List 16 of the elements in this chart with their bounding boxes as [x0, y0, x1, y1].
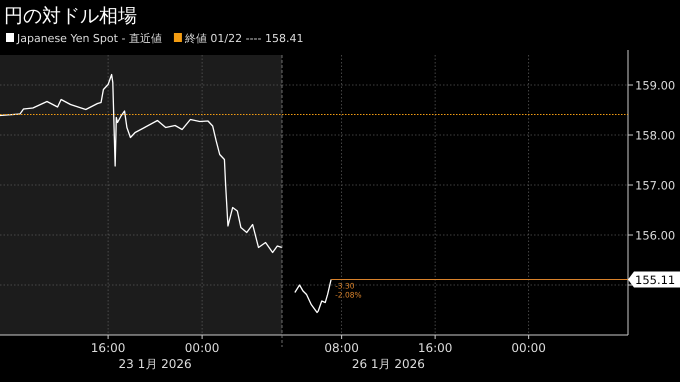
ref-line-label: 155.11	[635, 273, 676, 287]
y-tick-label: 156.00	[635, 228, 676, 242]
y-tick-label: 159.00	[635, 78, 676, 92]
x-tick-label: 16:00	[90, 341, 126, 355]
x-tick-label: 00:00	[184, 341, 220, 355]
text: 23 1月 2026	[118, 357, 192, 371]
x-tick-label: 08:00	[324, 341, 359, 355]
line-series	[294, 278, 332, 314]
y-tick-label: 158.00	[635, 128, 676, 142]
legend-label: Japanese Yen Spot - 直近値	[16, 32, 162, 45]
y-tick-label: 157.00	[635, 178, 676, 192]
x-tick-label: 16:00	[418, 341, 452, 355]
legend-label: 終値 01/22 ---- 158.41	[184, 32, 304, 45]
text: 26 1月 2026	[352, 357, 425, 371]
chart-title: 円の対ドル相場	[4, 5, 137, 27]
x-tick-label: 00:00	[511, 341, 546, 355]
